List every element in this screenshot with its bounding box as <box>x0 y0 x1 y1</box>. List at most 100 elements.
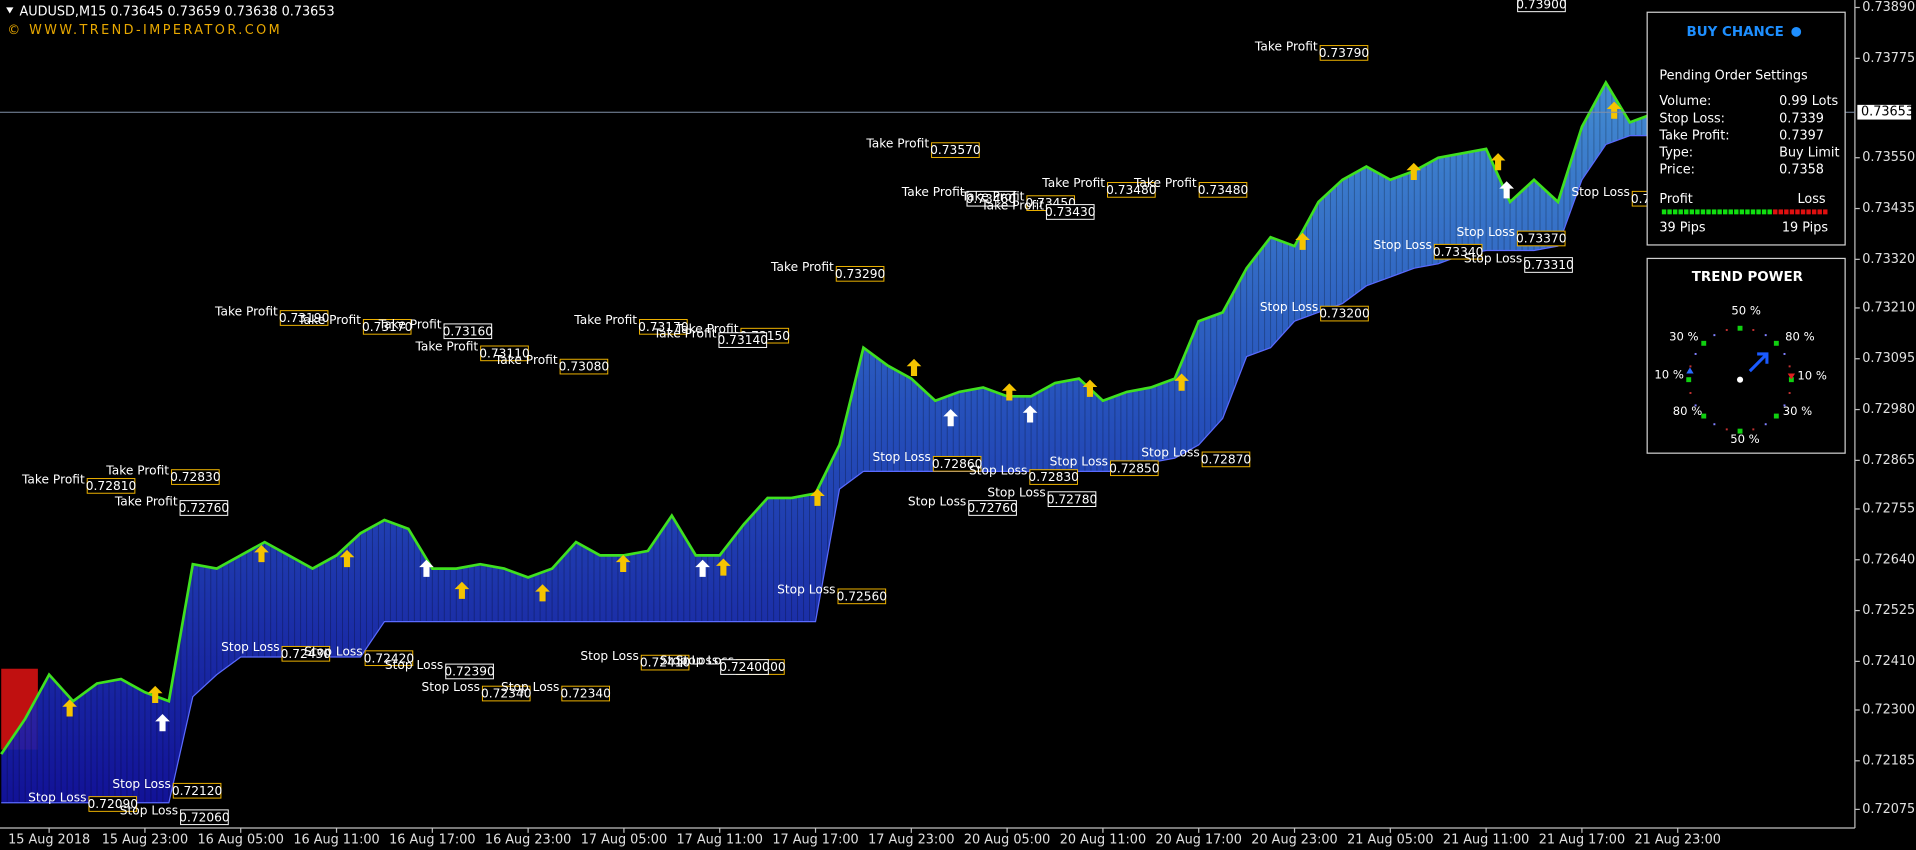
signal-arrow <box>155 714 170 732</box>
annotation-box <box>1320 305 1369 322</box>
setting-value: 0.7339 <box>1779 111 1824 126</box>
info-icon <box>1791 26 1802 37</box>
power-dot <box>1752 329 1755 331</box>
annotation-label: Take Profit <box>961 189 1025 203</box>
annotation-box <box>1107 182 1156 198</box>
annotation-price: 0.72410 <box>640 656 690 670</box>
annotation-label: Take Profit <box>770 260 834 274</box>
setting-value: 0.7358 <box>1779 163 1824 178</box>
pips-cell <box>1745 209 1750 215</box>
current-price-label: 0.73653 <box>1861 105 1914 120</box>
annotation-label: Stop Loss <box>1373 238 1431 252</box>
power-dot <box>1737 325 1743 331</box>
x-tick-label: 17 Aug 11:00 <box>677 833 763 848</box>
annotation-box <box>171 469 220 485</box>
pips-cell <box>1739 209 1745 215</box>
annotation-price: 0.72560 <box>837 589 887 603</box>
pips-cell <box>1695 209 1700 215</box>
setting-name: Type: <box>1658 146 1693 161</box>
annotation-label: Take Profit <box>297 313 361 327</box>
annotation-label: Stop Loss <box>777 583 835 597</box>
annotation-box <box>559 358 609 375</box>
chart-title: AUDUSD,M15 0.73645 0.73659 0.73638 0.736… <box>20 5 335 20</box>
power-dot <box>1764 423 1767 426</box>
x-tick-label: 15 Aug 2018 <box>8 833 90 848</box>
annotation-label: Take Profit <box>1254 39 1318 53</box>
signal-arrow <box>419 559 434 577</box>
x-tick-label: 17 Aug 05:00 <box>581 833 667 848</box>
annotation-price: 0.73460 <box>966 192 1016 206</box>
power-label: 10 % <box>1797 368 1826 382</box>
annotation-box <box>1045 204 1095 220</box>
annotation-label: Take Profit <box>980 198 1044 212</box>
annotation-box <box>837 588 887 605</box>
pips-cell <box>1767 209 1772 215</box>
annotation-label: Stop Loss <box>385 658 443 672</box>
signal-arrow <box>810 488 825 506</box>
power-dot <box>1713 334 1716 337</box>
annotation-box <box>718 332 768 348</box>
annotation-price: 0.73370 <box>1516 232 1566 246</box>
annotation-label: Take Profit <box>21 472 85 486</box>
annotation-box <box>835 265 885 282</box>
x-tick-label: 16 Aug 23:00 <box>485 833 571 848</box>
annotation-box <box>1524 257 1573 273</box>
x-tick-label: 21 Aug 11:00 <box>1443 833 1529 848</box>
annotation-label: Stop Loss <box>1260 300 1318 314</box>
y-tick-label: 0.72640 <box>1862 552 1915 567</box>
annotation-box <box>279 310 329 326</box>
power-dot <box>1783 404 1786 407</box>
annotation-box <box>1047 491 1097 507</box>
pips-cell <box>1667 209 1672 215</box>
buy-panel-title: BUY CHANCE <box>1687 25 1784 40</box>
annotation-box <box>364 650 414 667</box>
y-tick-label: 0.73210 <box>1862 300 1915 315</box>
annotation-price: 0.72390 <box>444 665 494 679</box>
annotation-box <box>1198 182 1248 198</box>
pips-cell <box>1711 209 1717 215</box>
signal-arrow <box>1082 379 1098 397</box>
signal-arrow <box>339 549 355 568</box>
annotation-box <box>445 663 494 680</box>
annotation-price: 0.73790 <box>1319 46 1369 60</box>
pips-cell <box>1700 209 1706 215</box>
power-label: 80 % <box>1673 404 1702 418</box>
pips-cell <box>1806 209 1811 215</box>
annotation-box <box>1319 45 1369 61</box>
signal-arrow <box>1606 101 1622 119</box>
annotation-label: Take Profit <box>1133 176 1197 190</box>
pips-cell <box>1789 209 1795 215</box>
annotation-label: Take Profit <box>105 463 169 477</box>
signal-arrow <box>1490 153 1506 171</box>
power-label: 50 % <box>1731 304 1760 318</box>
annotation-label: Take Profit <box>653 326 717 340</box>
power-dot <box>1725 329 1728 331</box>
annotation-label: Take Profit <box>901 185 965 199</box>
annotation-label: Stop Loss <box>304 645 362 659</box>
x-tick-label: 20 Aug 05:00 <box>964 833 1050 848</box>
pips-cell <box>1689 209 1695 215</box>
annotation-box <box>640 654 690 671</box>
power-label: 30 % <box>1783 404 1812 418</box>
x-tick-label: 21 Aug 17:00 <box>1539 833 1625 848</box>
y-tick-label: 0.73775 <box>1862 51 1915 66</box>
signal-arrow <box>695 559 710 577</box>
annotation-box <box>1110 460 1159 477</box>
power-label: 10 % <box>1654 367 1683 381</box>
profit-value: 39 Pips <box>1659 220 1706 235</box>
power-label: 50 % <box>1730 432 1759 446</box>
power-dot <box>1694 352 1697 355</box>
annotation-box <box>1201 451 1251 468</box>
pips-cell <box>1761 209 1767 215</box>
pips-cell <box>1784 209 1789 215</box>
x-tick-label: 20 Aug 17:00 <box>1156 833 1242 848</box>
pips-cell <box>1684 209 1689 215</box>
trend-arrow <box>1748 352 1769 373</box>
annotation-price: 0.72060 <box>179 810 229 824</box>
annotation-label: Take Profit <box>214 304 278 318</box>
annotation-price: 0.73290 <box>835 267 885 281</box>
annotation-label: Stop Loss <box>422 680 480 694</box>
x-tick-label: 15 Aug 23:00 <box>102 833 188 848</box>
signal-arrow <box>943 409 958 427</box>
